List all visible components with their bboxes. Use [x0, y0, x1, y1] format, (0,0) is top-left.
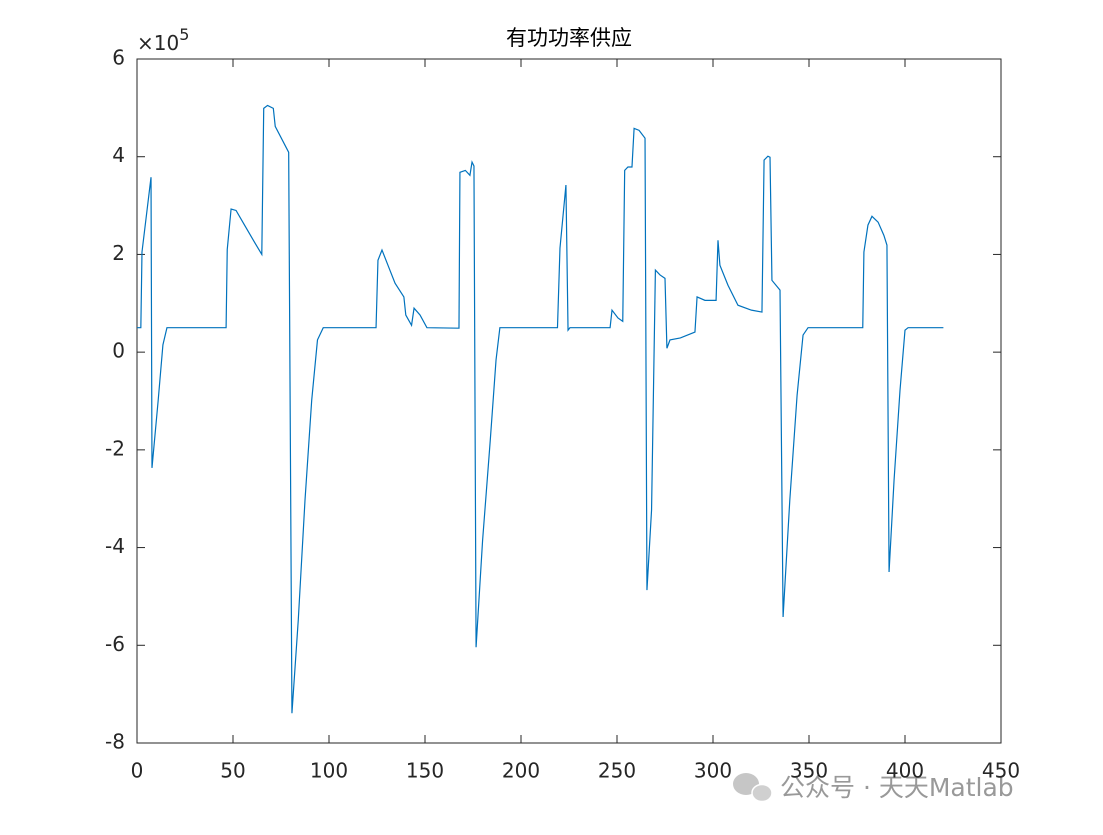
x-tick-label: 100	[310, 759, 348, 783]
y-tick-label: 4	[112, 143, 125, 167]
watermark: 公众号 · 天天Matlab	[780, 773, 1014, 802]
y-tick-label: 0	[112, 339, 125, 363]
y-tick-label: -6	[105, 632, 125, 656]
y-tick-label: 2	[112, 241, 125, 265]
x-tick-label: 200	[502, 759, 540, 783]
x-tick-label: 0	[131, 759, 144, 783]
x-tick-label: 450	[982, 759, 1020, 783]
y-tick-label: 6	[112, 46, 125, 70]
multiplier-exponent: 5	[179, 25, 189, 44]
chart-title: 有功功率供应	[506, 26, 632, 50]
x-tick-label: 250	[598, 759, 636, 783]
x-tick-label: 350	[790, 759, 828, 783]
y-tick-label: -8	[105, 730, 125, 754]
x-tick-label: 150	[406, 759, 444, 783]
plot-box	[136, 58, 1002, 744]
x-tick-label: 300	[694, 759, 732, 783]
x-tick-label: 50	[220, 759, 245, 783]
x-tick-label: 400	[886, 759, 924, 783]
data-line	[137, 104, 944, 714]
y-tick-label: -4	[105, 534, 125, 558]
multiplier-base: ×10	[137, 31, 179, 55]
y-multiplier: ×105	[137, 25, 189, 55]
watermark-icon	[733, 773, 773, 803]
y-tick-label: -2	[105, 436, 125, 460]
